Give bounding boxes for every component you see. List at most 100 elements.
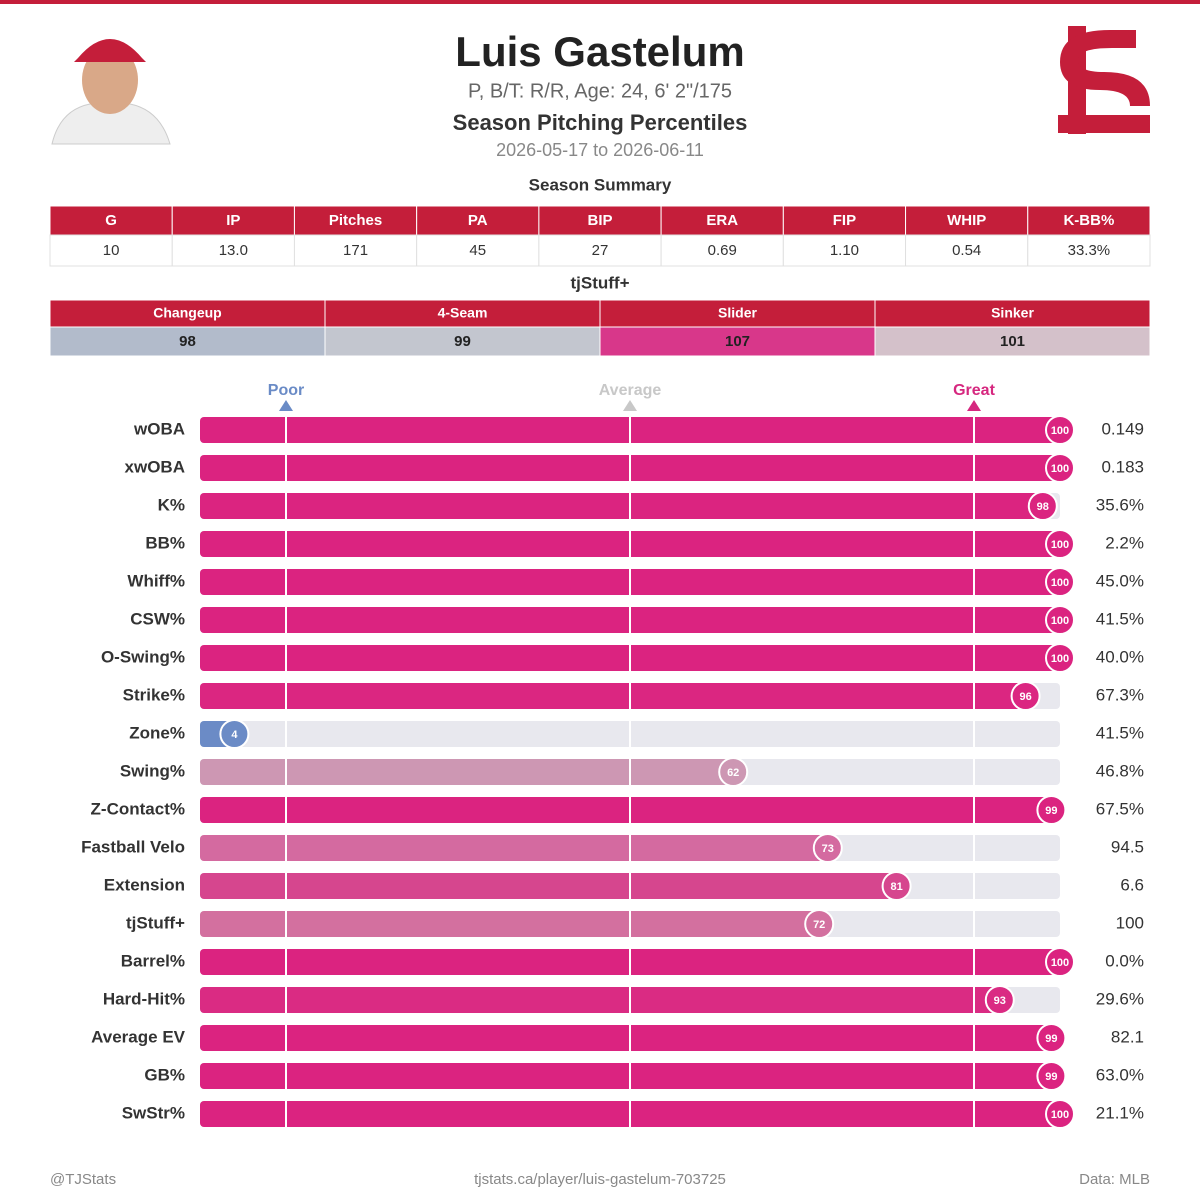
stat-value: 41.5% — [1096, 609, 1144, 628]
stat-value: 0.183 — [1101, 457, 1144, 476]
category-label: Z-Contact% — [91, 799, 185, 818]
percentile-label: 100 — [1051, 463, 1069, 475]
stuff-value: 107 — [725, 333, 750, 350]
subtitle: P, B/T: R/R, Age: 24, 6' 2"/175 — [468, 80, 732, 102]
stat-value: 94.5 — [1111, 837, 1144, 856]
percentile-dot — [1045, 453, 1075, 483]
percentile-dot — [1036, 1061, 1067, 1091]
stat-value: 82.1 — [1111, 1027, 1144, 1046]
stat-value: 2.2% — [1105, 533, 1144, 552]
summary-header-cell — [660, 205, 784, 236]
summary-header: K-BB% — [1063, 212, 1114, 229]
summary-header-cell — [49, 205, 173, 236]
summary-value: 171 — [343, 242, 368, 259]
percentile-dot — [1010, 681, 1041, 711]
stat-value: 0.0% — [1105, 951, 1144, 970]
category-label: Hard-Hit% — [103, 989, 185, 1008]
footer-right: Data: MLB — [1079, 1171, 1150, 1188]
category-label: CSW% — [130, 609, 185, 628]
stat-value: 67.3% — [1096, 685, 1144, 704]
bar — [200, 759, 734, 785]
summary-header: FIP — [833, 212, 856, 229]
percentile-label: 4 — [231, 729, 238, 741]
category-label: K% — [158, 495, 185, 514]
percentile-label: 62 — [727, 767, 739, 779]
stuff-value: 98 — [179, 333, 196, 350]
percentile-dot — [984, 985, 1015, 1015]
summary-value: 0.54 — [952, 242, 981, 259]
date-range: 2026-05-17 to 2026-06-11 — [496, 140, 704, 160]
title: Luis Gastelum — [455, 28, 744, 75]
percentile-dot — [1027, 491, 1058, 521]
stuff-cell — [49, 326, 326, 357]
stuff-header: Slider — [718, 305, 757, 321]
reference-marker — [623, 400, 637, 411]
bar — [200, 797, 1052, 823]
bar — [200, 683, 1026, 709]
percentile-label: 81 — [890, 881, 902, 893]
percentile-dot — [881, 871, 912, 901]
bar — [200, 911, 820, 937]
reference-label: Average — [599, 382, 662, 399]
percentile-dot — [1045, 643, 1075, 673]
summary-value: 13.0 — [219, 242, 248, 259]
percentile-dot — [812, 833, 843, 863]
percentile-label: 100 — [1051, 425, 1069, 437]
stuff-header: Sinker — [991, 305, 1034, 321]
summary-cell — [171, 234, 295, 267]
reference-marker — [967, 400, 981, 411]
percentile-dot — [804, 909, 835, 939]
summary-header: Pitches — [329, 212, 382, 229]
percentile-label: 99 — [1045, 805, 1057, 817]
category-label: wOBA — [133, 419, 185, 438]
percentile-label: 100 — [1051, 615, 1069, 627]
category-label: tjStuff+ — [126, 913, 185, 932]
percentile-label: 100 — [1051, 1109, 1069, 1121]
summary-value: 45 — [469, 242, 486, 259]
stuff-header-cell — [324, 299, 601, 328]
stat-value: 63.0% — [1096, 1065, 1144, 1084]
category-label: xwOBA — [125, 457, 185, 476]
summary-value: 33.3% — [1068, 242, 1111, 259]
percentile-label: 73 — [822, 843, 834, 855]
stat-value: 29.6% — [1096, 989, 1144, 1008]
percentile-label: 72 — [813, 919, 825, 931]
heading: Season Pitching Percentiles — [453, 110, 748, 135]
stat-value: 0.149 — [1101, 419, 1144, 438]
stuff-title: tjStuff+ — [570, 273, 629, 292]
summary-value: 27 — [592, 242, 609, 259]
percentile-dot — [1045, 529, 1075, 559]
percentile-dot — [219, 719, 250, 749]
summary-cell — [1027, 234, 1151, 267]
category-label: Barrel% — [121, 951, 185, 970]
summary-value: 1.10 — [830, 242, 859, 259]
summary-header: ERA — [706, 212, 738, 229]
category-label: O-Swing% — [101, 647, 185, 666]
summary-title: Season Summary — [529, 175, 672, 194]
category-label: Extension — [104, 875, 185, 894]
percentile-label: 100 — [1051, 577, 1069, 589]
footer-left: @TJStats — [50, 1171, 116, 1188]
summary-cell — [49, 234, 173, 267]
bar — [200, 1063, 1052, 1089]
stuff-cell — [324, 326, 601, 357]
stuff-header: 4-Seam — [438, 305, 488, 321]
summary-value: 0.69 — [708, 242, 737, 259]
percentile-label: 99 — [1045, 1071, 1057, 1083]
stuff-cell — [874, 326, 1151, 357]
summary-cell — [905, 234, 1029, 267]
summary-cell — [538, 234, 662, 267]
category-label: BB% — [145, 533, 185, 552]
summary-header: G — [105, 212, 117, 229]
percentile-label: 99 — [1045, 1033, 1057, 1045]
category-label: Swing% — [120, 761, 185, 780]
bar — [200, 873, 897, 899]
percentile-dot — [718, 757, 749, 787]
summary-value: 10 — [103, 242, 120, 259]
category-label: Whiff% — [127, 571, 185, 590]
stat-value: 100 — [1116, 913, 1144, 932]
category-label: Strike% — [123, 685, 185, 704]
stat-value: 21.1% — [1096, 1103, 1144, 1122]
